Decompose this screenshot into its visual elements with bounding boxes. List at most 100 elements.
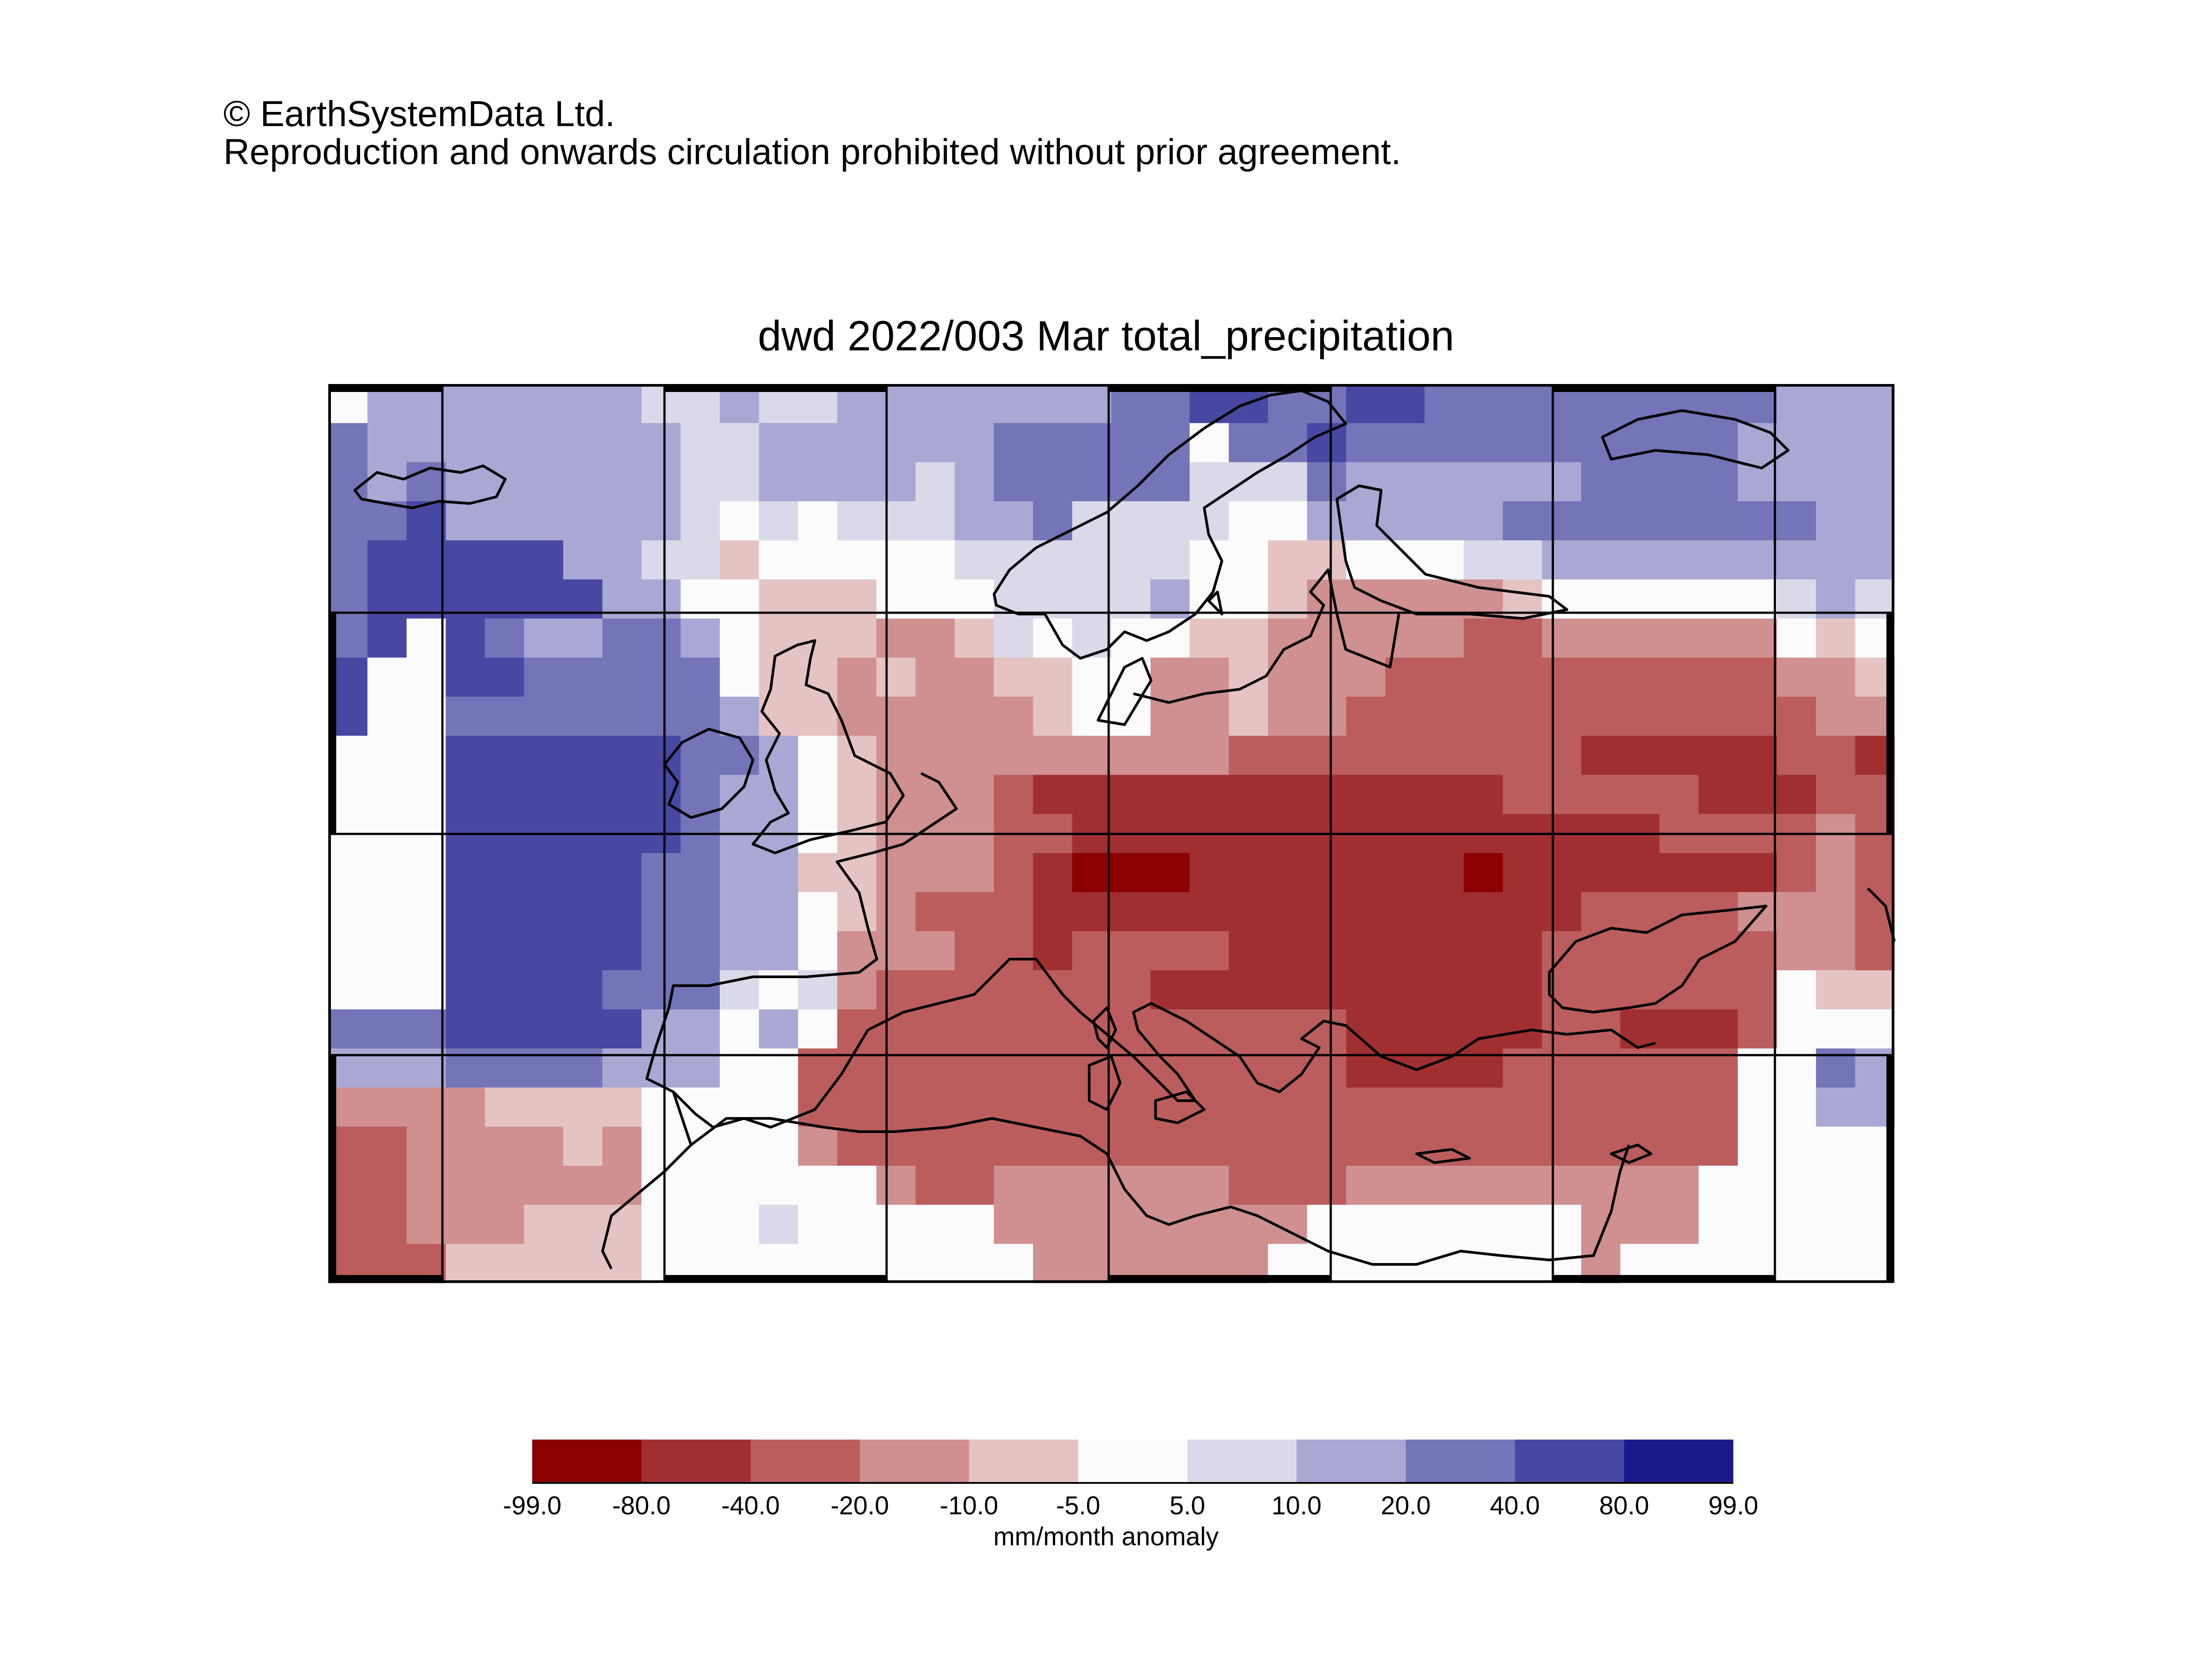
anomaly-cell: [1346, 696, 1386, 736]
anomaly-cell: [1659, 736, 1699, 776]
anomaly-cell: [328, 540, 368, 580]
anomaly-cell: [1033, 462, 1073, 502]
anomaly-cell: [328, 423, 368, 463]
anomaly-cell: [994, 853, 1033, 893]
anomaly-cell: [1385, 540, 1425, 580]
anomaly-cell: [602, 1126, 642, 1166]
anomaly-cell: [1738, 1205, 1778, 1244]
anomaly-cell: [1855, 501, 1895, 541]
anomaly-cell: [1698, 1009, 1738, 1049]
anomaly-cell: [328, 970, 368, 1010]
anomaly-cell: [1150, 970, 1190, 1010]
anomaly-cell: [1072, 657, 1112, 697]
anomaly-cell: [915, 696, 955, 736]
anomaly-cell: [1072, 853, 1112, 893]
anomaly-cell: [1503, 618, 1543, 658]
anomaly-cell: [1503, 1205, 1543, 1244]
anomaly-cell: [1425, 501, 1464, 541]
anomaly-cell: [955, 384, 995, 423]
anomaly-cell: [876, 657, 916, 697]
anomaly-cell: [915, 1009, 955, 1049]
anomaly-cell: [1738, 618, 1778, 658]
anomaly-cell: [1150, 501, 1190, 541]
anomaly-cell: [524, 1126, 564, 1166]
anomaly-cell: [1463, 1244, 1503, 1283]
anomaly-cell: [1072, 423, 1112, 463]
frame-band: [328, 1275, 442, 1283]
anomaly-cell: [876, 931, 916, 971]
colorbar-tick-label: -20.0: [830, 1491, 889, 1520]
anomaly-cell: [1816, 462, 1856, 502]
anomaly-cell: [445, 696, 485, 736]
anomaly-cell: [1346, 1126, 1386, 1166]
anomaly-cell: [1268, 931, 1308, 971]
anomaly-cell: [1816, 423, 1856, 463]
anomaly-cell: [915, 1205, 955, 1244]
anomaly-cell: [876, 1165, 916, 1205]
anomaly-cell: [485, 501, 525, 541]
anomaly-cell: [367, 540, 407, 580]
anomaly-cell: [720, 696, 760, 736]
anomaly-cell: [367, 1165, 407, 1205]
anomaly-cell: [1190, 1165, 1229, 1205]
anomaly-cell: [915, 501, 955, 541]
anomaly-cell: [837, 892, 877, 932]
anomaly-cell: [876, 1205, 916, 1244]
coastline-britain: [752, 639, 905, 854]
anomaly-cell: [680, 892, 720, 932]
anomaly-cell: [1268, 501, 1308, 541]
anomaly-cell: [1816, 618, 1856, 658]
anomaly-cell: [1385, 384, 1425, 423]
anomaly-cell: [407, 931, 446, 971]
anomaly-cell: [1150, 931, 1190, 971]
anomaly-cell: [876, 540, 916, 580]
anomaly-cell: [1033, 657, 1073, 697]
anomaly-cell: [955, 1205, 995, 1244]
anomaly-cell: [445, 775, 485, 814]
anomaly-cell: [485, 970, 525, 1010]
anomaly-cell: [1698, 501, 1738, 541]
anomaly-cell: [798, 1205, 838, 1244]
anomaly-cell: [1033, 970, 1073, 1010]
anomaly-cell: [367, 853, 407, 893]
anomaly-cell: [798, 618, 838, 658]
anomaly-cell: [1542, 540, 1582, 580]
anomaly-cell: [485, 1126, 525, 1166]
anomaly-cell: [1463, 970, 1503, 1010]
anomaly-cell: [915, 462, 955, 502]
coastline-caspian: [1866, 887, 1896, 942]
anomaly-cell: [876, 618, 916, 658]
anomaly-cell: [1307, 970, 1347, 1010]
anomaly-cell: [1111, 1126, 1151, 1166]
anomaly-cell: [759, 1126, 799, 1166]
anomaly-cell: [680, 775, 720, 814]
coastline-sicily: [1154, 1091, 1206, 1124]
anomaly-cell: [445, 1165, 485, 1205]
anomaly-cell: [720, 892, 760, 932]
anomaly-cell: [994, 657, 1033, 697]
anomaly-cell: [485, 1244, 525, 1283]
anomaly-cell: [759, 1009, 799, 1049]
anomaly-cell: [485, 384, 525, 423]
anomaly-cell: [915, 384, 955, 423]
coastline-crete: [1415, 1148, 1471, 1164]
coastline-north-africa: [690, 1117, 1630, 1266]
anomaly-cell: [1581, 970, 1621, 1010]
frame-band: [1109, 1275, 1331, 1283]
anomaly-cell: [876, 1087, 916, 1127]
anomaly-cell: [1190, 1205, 1229, 1244]
anomaly-cell: [1425, 1244, 1464, 1283]
anomaly-cell: [524, 1205, 564, 1244]
anomaly-cell: [1072, 1165, 1112, 1205]
anomaly-cell: [445, 657, 485, 697]
anomaly-cell: [1463, 618, 1503, 658]
anomaly-cell: [1581, 462, 1621, 502]
anomaly-cell: [1738, 462, 1778, 502]
anomaly-cell: [1503, 1165, 1543, 1205]
anomaly-cell: [524, 1009, 564, 1049]
anomaly-cell: [837, 462, 877, 502]
anomaly-cell: [1855, 853, 1895, 893]
anomaly-cell: [641, 892, 681, 932]
anomaly-cell: [994, 970, 1033, 1010]
anomaly-cell: [1659, 1087, 1699, 1127]
